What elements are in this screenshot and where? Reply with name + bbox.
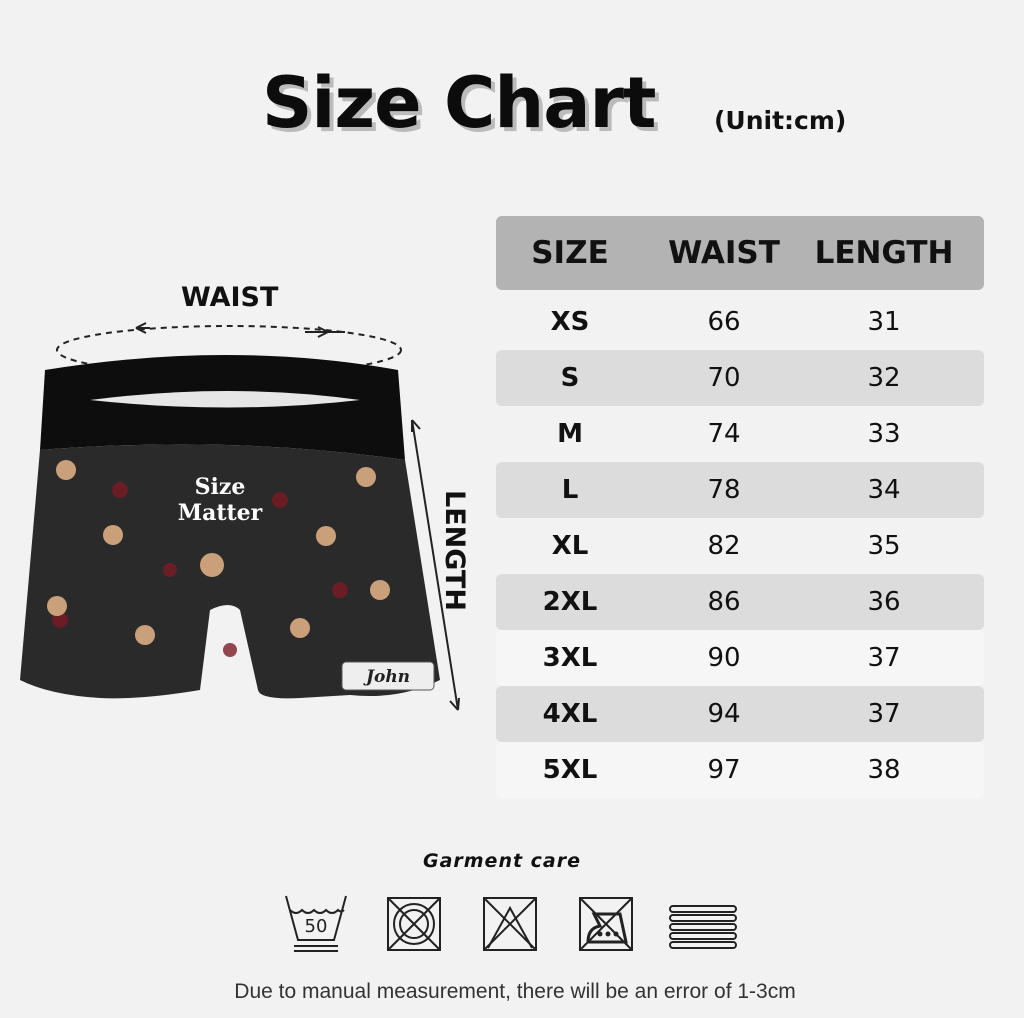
cell-size: M (557, 419, 583, 449)
cell-size: XL (551, 531, 589, 561)
name-tag-text: John (363, 667, 410, 687)
wash-50-icon: 50 (285, 895, 347, 952)
svg-text:50: 50 (305, 916, 328, 937)
print-text-matter: Matter (178, 500, 263, 526)
dry-flat-icon (669, 905, 737, 949)
size-table: SIZE WAIST LENGTH XS 66 31 S 70 32 M 74 33 L 78 34 X… (496, 216, 984, 798)
do-not-bleach-icon (483, 897, 537, 951)
cell-length: 35 (867, 531, 901, 561)
do-not-tumble-dry-icon (387, 897, 441, 951)
table-row: 3XL 90 37 (496, 630, 984, 686)
measurement-note: Due to manual measurement, there will be… (234, 980, 796, 1003)
garment-care-title: Garment care (422, 850, 582, 872)
length-arrow (411, 419, 460, 711)
cell-length: 36 (867, 587, 901, 617)
waist-arrow-left (135, 322, 150, 334)
unit-label: (Unit:cm) (714, 106, 847, 135)
boxer-shorts-image: Size Matter John (20, 322, 460, 711)
cell-size: 2XL (542, 587, 598, 617)
table-row: XS 66 31 (496, 294, 984, 350)
cell-size: 4XL (542, 699, 598, 729)
header-size: SIZE (531, 235, 609, 271)
table-row: 2XL 86 36 (496, 574, 984, 630)
cell-size: L (561, 475, 579, 505)
cell-size: S (560, 363, 580, 393)
product-diagram: WAIST LENGTH Size Matter John (0, 270, 480, 730)
cell-waist: 86 (707, 587, 741, 617)
header-length: LENGTH (814, 235, 954, 271)
cell-waist: 78 (707, 475, 741, 505)
table-row: 4XL 94 37 (496, 686, 984, 742)
care-icons: 50 (0, 894, 1024, 954)
name-tag (341, 661, 435, 691)
boxer-body (20, 444, 440, 699)
waistband (40, 355, 405, 460)
print-text-size: Size (195, 474, 246, 500)
cell-size: 3XL (542, 643, 598, 673)
table-row: 5XL 97 38 (496, 742, 984, 798)
cell-waist: 70 (707, 363, 741, 393)
cell-length: 37 (867, 643, 901, 673)
cell-waist: 82 (707, 531, 741, 561)
cell-length: 32 (867, 363, 901, 393)
cell-length: 31 (867, 307, 901, 337)
page-title: Size Chart (262, 62, 656, 144)
cell-waist: 74 (707, 419, 741, 449)
do-not-iron-icon (579, 897, 633, 951)
cell-size: XS (550, 307, 590, 337)
waist-label: WAIST (181, 282, 279, 313)
table-row: S 70 32 (496, 350, 984, 406)
table-row: M 74 33 (496, 406, 984, 462)
waist-arrow-right (305, 326, 345, 338)
table-header: SIZE WAIST LENGTH (496, 216, 984, 290)
cell-waist: 66 (707, 307, 741, 337)
cell-length: 34 (867, 475, 901, 505)
inner-waistband (90, 391, 360, 408)
table-row: XL 82 35 (496, 518, 984, 574)
cell-length: 33 (867, 419, 901, 449)
header-waist: WAIST (668, 235, 780, 271)
cell-size: 5XL (542, 755, 598, 785)
cell-waist: 90 (707, 643, 741, 673)
cell-length: 38 (867, 755, 901, 785)
cell-waist: 97 (707, 755, 741, 785)
cell-length: 37 (867, 699, 901, 729)
cell-waist: 94 (707, 699, 741, 729)
table-row: L 78 34 (496, 462, 984, 518)
